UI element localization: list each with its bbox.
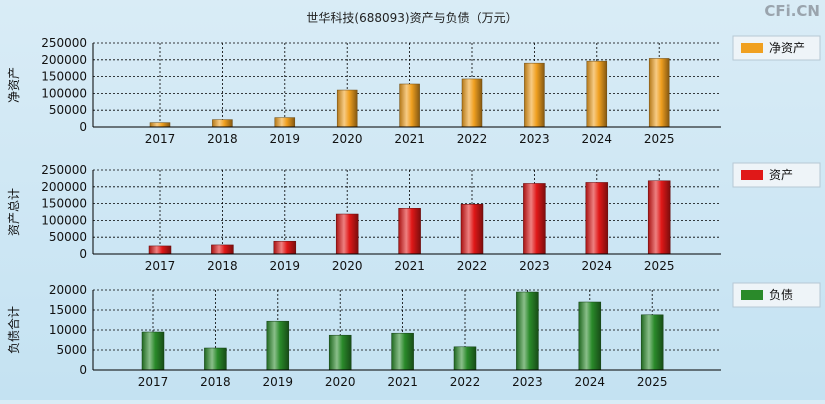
- bar-2022: [461, 78, 483, 128]
- x-tick-label: 2018: [200, 375, 231, 389]
- legend-label: 净资产: [769, 41, 805, 55]
- bar-2018: [212, 119, 233, 128]
- y-tick-label: 250000: [41, 163, 87, 177]
- x-tick-label: 2019: [270, 132, 301, 146]
- x-tick-label: 2022: [457, 259, 488, 273]
- bar-2021: [399, 83, 420, 128]
- x-tick-label: 2023: [519, 132, 550, 146]
- x-tick-label: 2024: [575, 375, 606, 389]
- x-tick-label: 2025: [644, 259, 675, 273]
- y-tick-label: 5000: [56, 343, 87, 357]
- bar-2024: [578, 301, 602, 371]
- y-tick-label: 250000: [41, 36, 87, 50]
- y-tick-label: 0: [79, 363, 87, 377]
- bar-2022: [460, 204, 484, 255]
- y-tick-label: 200000: [41, 180, 87, 194]
- chart-title: 世华科技(688093)资产与负债（万元）: [306, 11, 517, 25]
- y-tick-label: 150000: [41, 70, 87, 84]
- y-tick-label: 50000: [49, 230, 87, 244]
- legend-label: 资产: [769, 168, 793, 182]
- x-tick-label: 2025: [637, 375, 668, 389]
- x-tick-label: 2020: [332, 259, 363, 273]
- y-tick-label: 50000: [49, 103, 87, 117]
- bar-2022: [453, 346, 477, 371]
- x-tick-label: 2017: [145, 259, 176, 273]
- y-axis-label: 净资产: [7, 67, 21, 103]
- y-tick-label: 150000: [41, 197, 87, 211]
- bar-2021: [391, 332, 414, 371]
- bar-2020: [328, 334, 352, 371]
- y-tick-label: 0: [79, 120, 87, 134]
- bar-2017: [149, 122, 171, 128]
- bar-2019: [273, 240, 297, 255]
- legend-swatch: [741, 290, 763, 300]
- x-tick-label: 2017: [145, 132, 176, 146]
- bar-2023: [523, 183, 546, 255]
- bar-2018: [211, 244, 234, 255]
- y-tick-label: 100000: [41, 213, 87, 227]
- x-tick-label: 2023: [519, 259, 550, 273]
- legend-swatch: [741, 170, 763, 180]
- bar-2017: [141, 331, 165, 371]
- y-axis-label: 负债合计: [6, 306, 21, 354]
- x-tick-label: 2022: [450, 375, 481, 389]
- x-tick-label: 2018: [207, 132, 238, 146]
- bar-2025: [648, 58, 670, 128]
- bar-2023: [516, 291, 539, 371]
- x-tick-label: 2019: [270, 259, 301, 273]
- x-tick-label: 2022: [457, 132, 488, 146]
- x-tick-label: 2021: [394, 132, 425, 146]
- y-tick-label: 100000: [41, 86, 87, 100]
- bar-2025: [647, 180, 671, 255]
- x-tick-label: 2024: [582, 132, 613, 146]
- x-tick-label: 2019: [263, 375, 294, 389]
- bar-2017: [148, 245, 172, 255]
- x-tick-label: 2020: [325, 375, 356, 389]
- panel-2: 0 50000 100000 150000 200000 250000 2017 2018 20…: [7, 162, 821, 273]
- x-tick-label: 2025: [644, 132, 675, 146]
- y-tick-label: 20000: [49, 283, 87, 297]
- panel-3: 0 5000 10000 15000 20000 2017 2018 2019 2020 2021…: [6, 282, 821, 389]
- bar-2019: [266, 320, 290, 371]
- bar-2024: [586, 60, 608, 128]
- bar-2024: [585, 182, 609, 255]
- bar-2023: [524, 62, 545, 128]
- bar-2019: [274, 117, 296, 128]
- y-tick-label: 10000: [49, 323, 87, 337]
- bar-2021: [398, 208, 421, 255]
- bar-2020: [336, 89, 358, 128]
- x-tick-label: 2021: [394, 259, 425, 273]
- y-tick-label: 0: [79, 247, 87, 261]
- x-tick-label: 2024: [582, 259, 613, 273]
- bar-2018: [204, 347, 227, 371]
- x-tick-label: 2020: [332, 132, 363, 146]
- y-tick-label: 200000: [41, 53, 87, 67]
- x-tick-label: 2017: [138, 375, 169, 389]
- legend-swatch: [741, 43, 763, 53]
- y-tick-label: 15000: [49, 303, 87, 317]
- bar-2020: [335, 213, 359, 255]
- bar-2025: [640, 314, 664, 371]
- x-tick-label: 2018: [207, 259, 238, 273]
- legend-label: 负债: [769, 288, 793, 302]
- x-tick-label: 2023: [512, 375, 543, 389]
- y-axis-label: 资产总计: [7, 188, 21, 236]
- x-tick-label: 2021: [387, 375, 418, 389]
- watermark: CFi.CN: [764, 2, 820, 20]
- panel-1: 0 50000 100000 150000 200000 250000 2017 2018 20…: [7, 35, 821, 146]
